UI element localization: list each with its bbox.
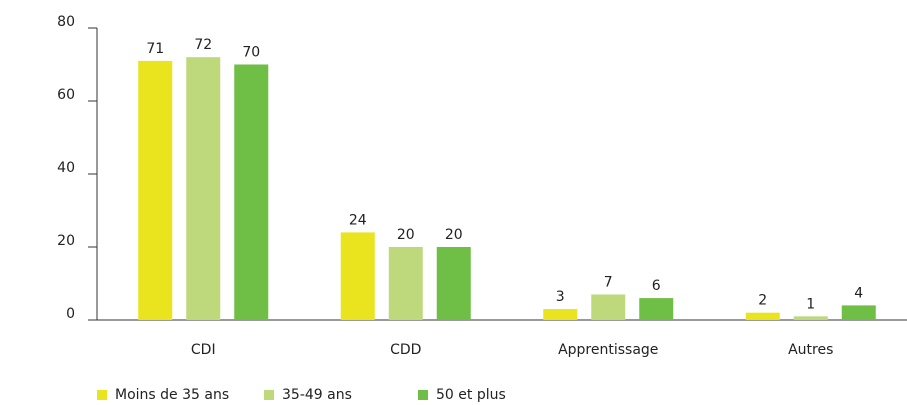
bar [591, 294, 626, 320]
value-label: 3 [556, 289, 565, 305]
value-label: 71 [146, 41, 164, 57]
x-tick-label: Autres [788, 342, 833, 358]
value-label: 20 [445, 227, 463, 243]
value-label: 4 [854, 285, 863, 301]
bar [186, 57, 221, 320]
bar [388, 247, 423, 320]
bar [793, 316, 828, 320]
bar [841, 305, 876, 320]
legend-label: 35-49 ans [282, 387, 352, 403]
bar [745, 312, 780, 320]
legend-swatch [418, 390, 428, 400]
y-tick-label: 60 [57, 87, 75, 103]
legend-swatch [264, 390, 274, 400]
bar [543, 309, 578, 320]
x-tick-label: CDD [390, 342, 421, 358]
legend-swatch [97, 390, 107, 400]
bar [639, 298, 674, 320]
bar [138, 60, 173, 320]
legend-label: 50 et plus [436, 387, 506, 403]
value-label: 70 [242, 45, 260, 61]
y-tick-label: 80 [57, 14, 75, 30]
value-label: 7 [604, 274, 613, 290]
bar [340, 232, 375, 320]
value-label: 72 [194, 37, 212, 53]
bar [436, 247, 471, 320]
value-label: 20 [397, 227, 415, 243]
value-label: 1 [806, 296, 815, 312]
legend-label: Moins de 35 ans [115, 387, 229, 403]
value-label: 6 [652, 278, 661, 294]
y-tick-label: 0 [66, 306, 75, 322]
y-tick-label: 20 [57, 233, 75, 249]
bar [234, 64, 269, 320]
value-label: 24 [349, 212, 367, 228]
x-tick-label: Apprentissage [558, 342, 658, 358]
x-tick-label: CDI [191, 342, 216, 358]
value-label: 2 [758, 293, 767, 309]
y-tick-label: 40 [57, 160, 75, 176]
